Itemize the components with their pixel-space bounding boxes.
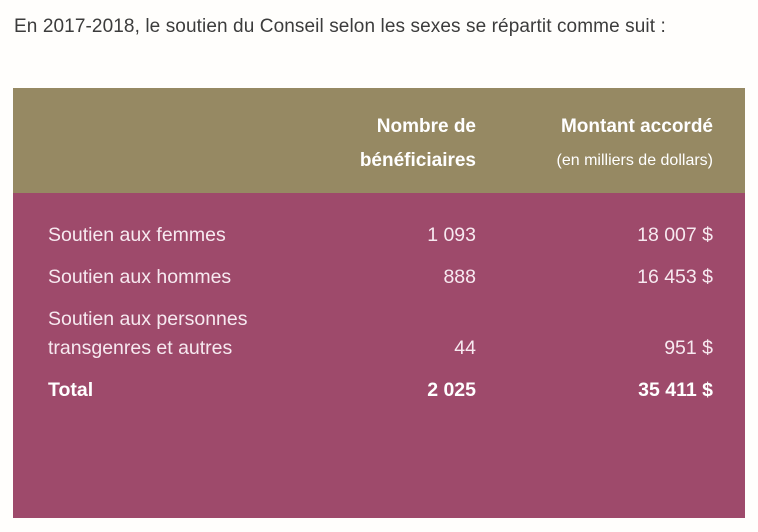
table-row-total: Total 2 025 35 411 $ bbox=[48, 376, 713, 405]
row-beneficiaries-value: 888 bbox=[443, 266, 476, 288]
header-amount-subtitle: (en milliers de dollars) bbox=[556, 151, 714, 169]
table-row-women: Soutien aux femmes 1 093 18 007 $ bbox=[48, 221, 713, 250]
row-beneficiaries-value: 2 025 bbox=[427, 379, 476, 401]
row-label: Soutien aux hommes bbox=[48, 266, 232, 288]
header-amount-title: Montant accordé bbox=[560, 115, 713, 137]
header-beneficiaries-line1: Nombre de bbox=[376, 115, 476, 137]
row-label: Total bbox=[48, 379, 94, 401]
row-beneficiaries-value: 1 093 bbox=[427, 224, 476, 246]
row-beneficiaries-value: 44 bbox=[454, 337, 476, 359]
row-amount-value: 18 007 $ bbox=[637, 224, 713, 246]
row-amount-value: 16 453 $ bbox=[637, 266, 713, 288]
table-body: Soutien aux femmes 1 093 18 007 $ Soutie… bbox=[13, 193, 745, 518]
header-beneficiaries-column: Nombre de bénéficiaires bbox=[326, 110, 476, 178]
intro-text: En 2017-2018, le soutien du Conseil selo… bbox=[14, 16, 666, 37]
table-row-men: Soutien aux hommes 888 16 453 $ bbox=[48, 263, 713, 292]
support-by-gender-table: Nombre de bénéficiaires Montant accordé … bbox=[13, 88, 745, 518]
row-label: Soutien aux personnes transgenres et aut… bbox=[48, 308, 248, 359]
row-amount-value: 951 $ bbox=[664, 337, 713, 359]
header-amount-column: Montant accordé (en milliers de dollars) bbox=[476, 110, 714, 178]
row-label: Soutien aux femmes bbox=[48, 224, 226, 246]
header-beneficiaries-line2: bénéficiaires bbox=[359, 149, 476, 171]
row-amount-value: 35 411 $ bbox=[638, 379, 713, 401]
table-row-transgender-other: Soutien aux personnes transgenres et aut… bbox=[48, 305, 713, 363]
table-header-row: Nombre de bénéficiaires Montant accordé … bbox=[13, 88, 745, 193]
